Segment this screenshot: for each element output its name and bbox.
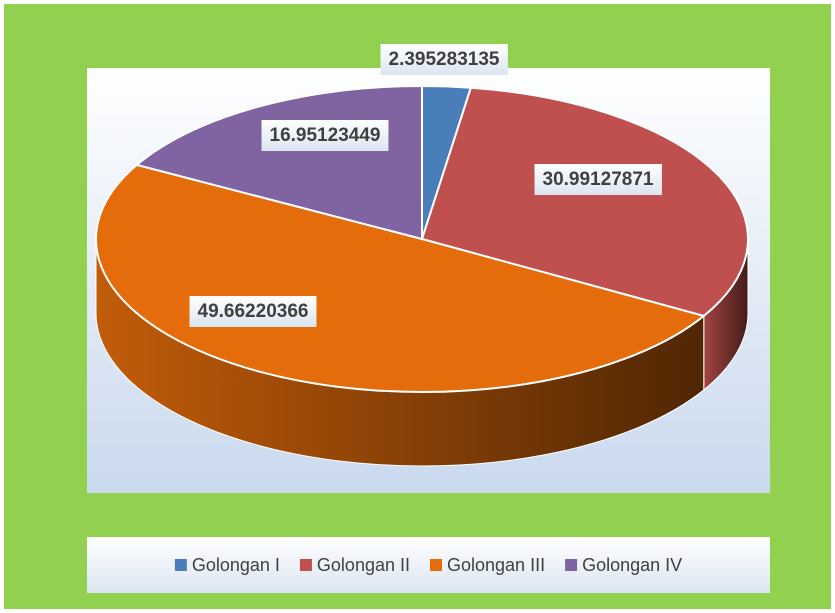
pie	[94, 84, 749, 467]
slice	[94, 163, 706, 394]
legend-swatch	[430, 559, 442, 571]
data-label: 49.66220366	[198, 301, 309, 322]
legend-swatch	[565, 559, 578, 571]
slice	[420, 86, 749, 318]
data-label: 30.99127871	[543, 169, 654, 190]
data-label-box	[380, 44, 508, 76]
legend-item: Golongan I	[174, 555, 280, 575]
legend-item: Golongan IV	[565, 555, 682, 575]
legend-box	[87, 537, 770, 593]
legend-item: Golongan II	[299, 555, 410, 575]
legend: Golongan I Golongan II Golongan III Golonga…	[174, 555, 682, 575]
legend-label: Golongan III	[447, 555, 545, 575]
legend-label: Golongan II	[317, 555, 410, 575]
legend-label: Golongan IV	[582, 555, 682, 575]
data-label: 16.95123449	[270, 125, 381, 146]
data-label: 2.395283135	[389, 49, 500, 70]
legend-item: Golongan III	[430, 555, 545, 575]
data-label-box	[189, 296, 317, 328]
legend-swatch	[174, 559, 187, 571]
data-label-box	[261, 120, 389, 152]
data-label-box	[534, 164, 662, 196]
data-labels: 2.395283135 30.99127871 49.66220366 16.9512…	[189, 44, 662, 328]
legend-label: Golongan I	[192, 555, 280, 575]
legend-swatch	[299, 559, 312, 571]
